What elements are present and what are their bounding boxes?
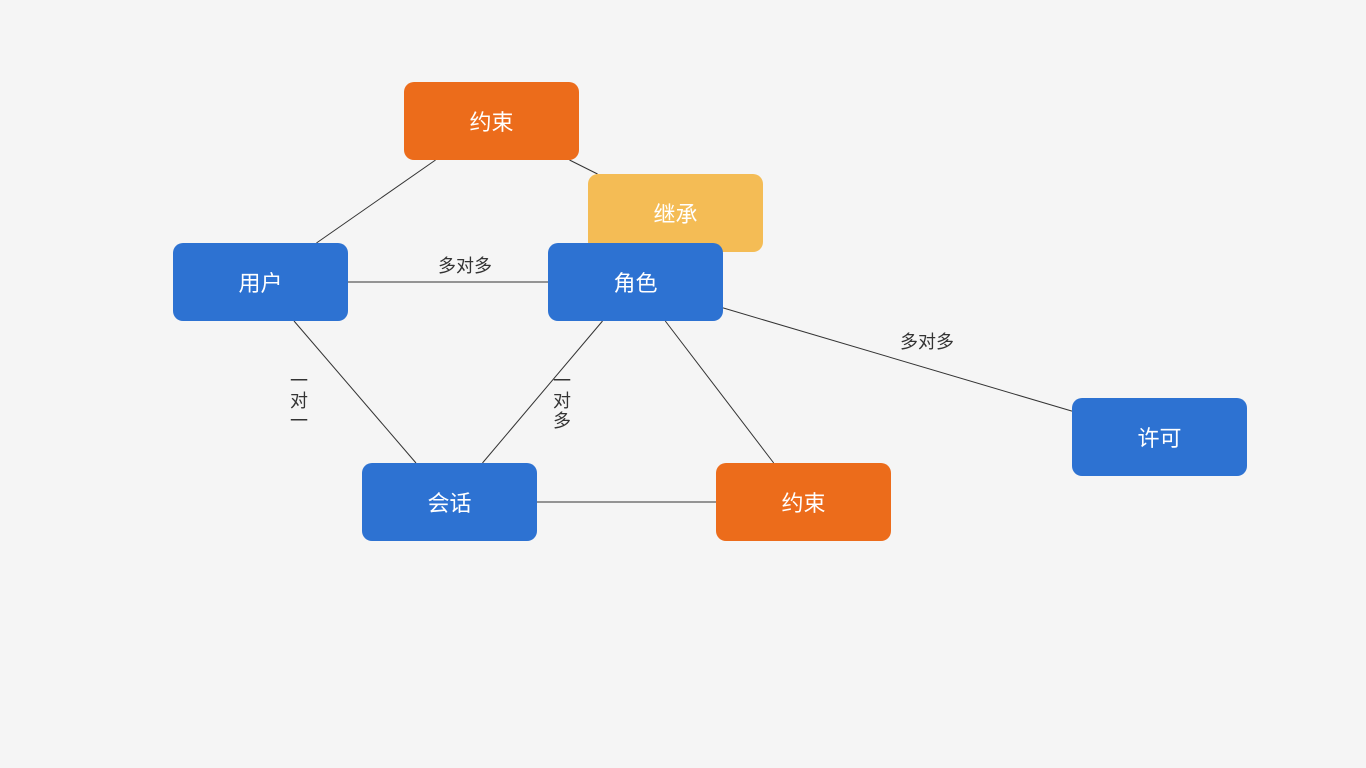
node-label: 许可: [1137, 421, 1181, 453]
edge-user-session: [294, 321, 416, 463]
node-label: 用户: [238, 266, 282, 298]
edge-layer: [0, 0, 1366, 768]
edge-constraint-top-user: [316, 160, 435, 243]
edge-label-user-role: 多对多: [438, 252, 492, 278]
diagram-canvas: 多对多一对一一对多多对多约束继承用户角色许可会话约束: [0, 0, 1366, 768]
edge-label-user-session: 一对一: [285, 371, 311, 431]
edge-label-role-session: 一对多: [548, 371, 574, 431]
node-label: 会话: [427, 486, 471, 518]
node-label: 约束: [781, 486, 825, 518]
edge-role-permission: [723, 308, 1072, 411]
node-permission: 许可: [1072, 398, 1247, 476]
node-label: 角色: [613, 266, 657, 298]
node-constraint-top: 约束: [404, 82, 579, 160]
edge-constraint-top-inherit: [570, 160, 598, 174]
node-label: 继承: [653, 197, 697, 229]
node-role: 角色: [548, 243, 723, 321]
node-constraint-bot: 约束: [716, 463, 891, 541]
edge-role-constraint-bot: [665, 321, 773, 463]
edge-label-role-permission: 多对多: [900, 328, 954, 354]
node-user: 用户: [173, 243, 348, 321]
node-label: 约束: [469, 105, 513, 137]
node-session: 会话: [362, 463, 537, 541]
edge-role-session: [482, 321, 602, 463]
node-inherit: 继承: [588, 174, 763, 252]
